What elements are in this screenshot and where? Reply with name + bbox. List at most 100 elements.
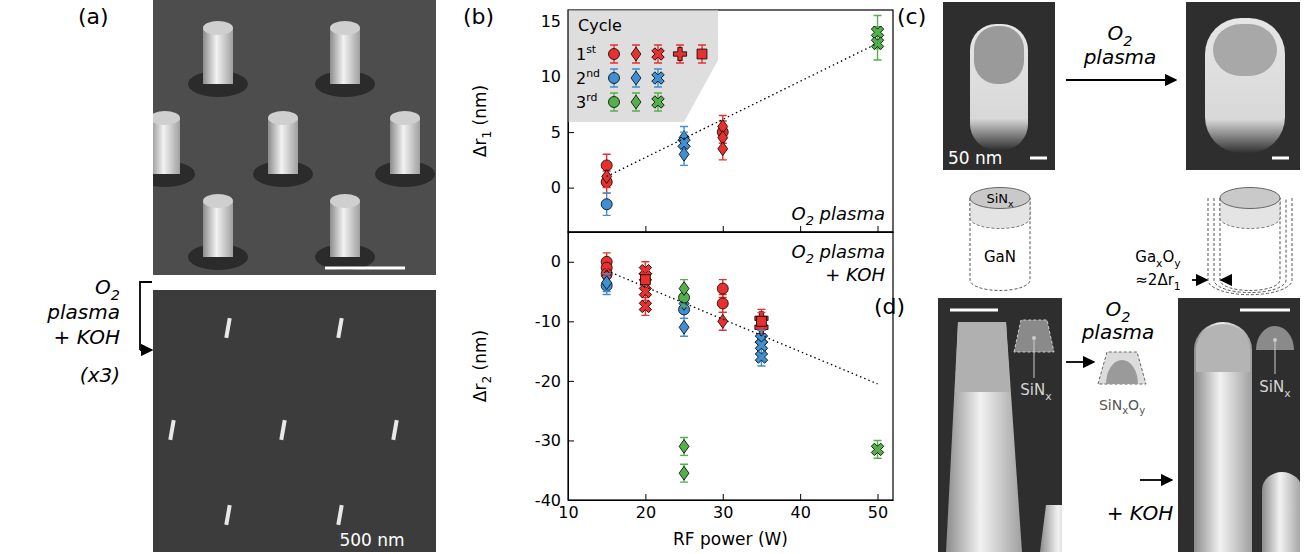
tick [800, 226, 801, 232]
tick: 5 [551, 123, 574, 142]
pillar [1262, 472, 1300, 552]
schematic-outline [1214, 198, 1286, 293]
tick-mark [878, 494, 879, 500]
tick-label: 50 [868, 503, 888, 522]
panel-letter: (a) [78, 4, 109, 29]
tick: 20 [636, 494, 656, 522]
subplot: 10203040500-10-20-30-40RF power (W)Δr2 (… [470, 232, 894, 549]
scale-bar [1272, 157, 1289, 160]
legend-marker [649, 69, 668, 88]
legend-marker [649, 45, 668, 64]
bracket [140, 282, 152, 350]
scale-bar [1030, 157, 1047, 160]
pillar-cap [974, 26, 1024, 84]
tick-mark [568, 188, 574, 189]
tick: -40 [535, 491, 574, 510]
tick: 40 [790, 494, 810, 522]
schematic: SiNxGaNGaxOy≈2Δr1 [970, 188, 1292, 295]
legend-marker [631, 47, 641, 61]
fit-line [607, 271, 878, 384]
marker [717, 283, 728, 294]
pillar-top [268, 111, 298, 125]
legend-label: 2nd [576, 67, 600, 88]
inset-label: SiNxOy [1099, 397, 1145, 416]
tick: -10 [535, 312, 574, 331]
error-bar [757, 312, 765, 330]
tick-mark [878, 226, 879, 232]
pillar [153, 118, 180, 174]
tick-mark [645, 226, 646, 232]
legend-marker [649, 93, 668, 112]
panel-d: (d)SiNxO2plasmaSiNxOy+ KOHSiNx [874, 294, 1302, 552]
marker [679, 320, 689, 334]
pointer [1034, 338, 1035, 378]
tick [645, 226, 646, 232]
pillar [1194, 322, 1252, 552]
tick-label: 15 [541, 12, 561, 31]
error-bar [719, 312, 727, 330]
scale-bar [325, 267, 405, 270]
process-label: plasma [1081, 320, 1155, 344]
nanowire [336, 318, 343, 338]
axis-line [569, 500, 894, 501]
image-ground [153, 0, 436, 275]
tick-label: -30 [535, 431, 561, 450]
arrow [1066, 361, 1094, 363]
tick-mark [723, 226, 724, 232]
legend-marker [631, 95, 641, 109]
pillar [330, 28, 360, 84]
nanowire [391, 420, 398, 440]
legend-marker [631, 71, 641, 85]
error-bar [641, 271, 649, 289]
arrow [1140, 479, 1172, 481]
cap-top [970, 188, 1030, 209]
sem-image [153, 0, 436, 275]
tick: -20 [535, 372, 574, 391]
sem-image [1178, 298, 1300, 552]
panel-c: (c)50 nmO2plasmaSiNxGaNGaxOy≈2Δr1 [897, 2, 1300, 295]
legend-error-bar [698, 45, 706, 63]
pillar-cap [1196, 324, 1250, 372]
legend-marker [609, 73, 620, 84]
inset-shape [1098, 352, 1146, 384]
legend-error-bar [632, 45, 640, 63]
tick: 0 [551, 178, 574, 197]
marker [602, 276, 612, 290]
plot-frame [568, 10, 893, 232]
tick-label: 40 [790, 503, 810, 522]
marker [718, 142, 728, 156]
tick-label: 0 [551, 178, 561, 197]
legend-error-bar [632, 69, 640, 87]
tick-mark [568, 132, 574, 133]
process-label: O2 [95, 275, 120, 303]
nanowire [168, 420, 175, 440]
pillar-top [330, 21, 360, 35]
panel-letter: (b) [463, 4, 494, 29]
error-bar [603, 274, 611, 292]
tick-mark [800, 226, 801, 232]
error-bar [680, 437, 688, 455]
figure: (a)500 nmO2plasma+ KOH(x3)(b)051015Δr1 (… [0, 0, 1311, 554]
marker [675, 134, 694, 153]
panel-letter: (c) [897, 4, 926, 29]
process-label: + KOH [54, 325, 120, 349]
sem-image [1186, 2, 1300, 170]
scale-label: 500 nm [339, 530, 404, 550]
error-bar [680, 318, 688, 336]
tick-mark [568, 262, 574, 263]
scale-bar [950, 309, 998, 312]
pillar [946, 322, 1022, 552]
pillar [203, 28, 233, 84]
panel-letter: (d) [874, 294, 905, 319]
marker [679, 440, 689, 454]
tick-mark [568, 321, 574, 322]
tick: -30 [535, 431, 574, 450]
schematic-label: GaN [984, 248, 1016, 266]
schematic-label: ≈2Δr1 [1135, 271, 1180, 293]
nanowire [224, 318, 231, 338]
arrow [1066, 79, 1176, 81]
legend-label: 3rd [576, 91, 597, 112]
legend-error-bar [632, 93, 640, 111]
marker [717, 298, 728, 309]
legend-title: Cycle [578, 16, 622, 35]
